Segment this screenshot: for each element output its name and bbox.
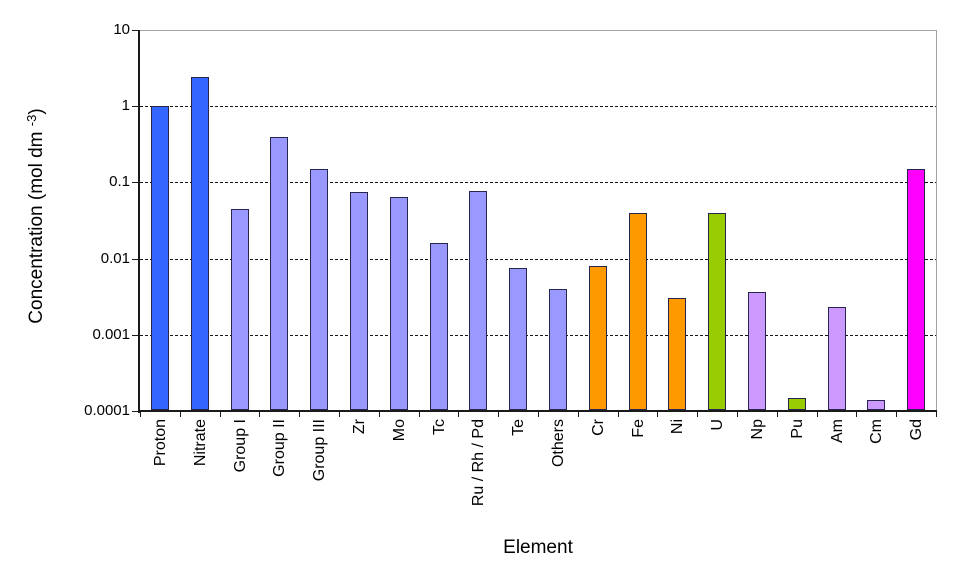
bar-te bbox=[509, 268, 528, 410]
x-category-label: Np bbox=[748, 419, 766, 440]
x-category-label: Am bbox=[828, 419, 846, 443]
x-category-label: Ru / Rh / Pd bbox=[470, 419, 488, 507]
bar-np bbox=[747, 291, 766, 410]
x-category-label: Gd bbox=[908, 419, 926, 441]
x-tick bbox=[896, 412, 897, 417]
bar-ni bbox=[668, 298, 687, 410]
x-tick bbox=[498, 412, 499, 417]
x-tick bbox=[697, 412, 698, 417]
gridline-1 bbox=[140, 106, 936, 107]
x-tick bbox=[856, 412, 857, 417]
plot-frame-right bbox=[936, 30, 937, 413]
bar-mo bbox=[389, 196, 408, 410]
y-tick bbox=[132, 106, 138, 107]
x-category-label: Te bbox=[510, 419, 528, 436]
x-tick bbox=[220, 412, 221, 417]
x-category-label: Cr bbox=[589, 419, 607, 436]
x-tick bbox=[379, 412, 380, 417]
y-tick bbox=[132, 335, 138, 336]
y-tick bbox=[132, 30, 138, 31]
bar-group-iii bbox=[310, 169, 329, 410]
bar-others bbox=[548, 288, 567, 410]
bar-fe bbox=[628, 212, 647, 410]
x-tick bbox=[180, 412, 181, 417]
y-tick bbox=[132, 411, 138, 412]
x-tick bbox=[419, 412, 420, 417]
y-tick-label: 0.1 bbox=[109, 173, 130, 190]
x-category-label: Group III bbox=[311, 419, 329, 482]
y-tick-label: 0.0001 bbox=[84, 402, 130, 419]
x-category-label: Mo bbox=[390, 419, 408, 442]
bar-ru-rh-pd bbox=[469, 190, 488, 410]
bar-cm bbox=[867, 399, 886, 410]
x-category-label: U bbox=[709, 419, 727, 431]
bar-pu bbox=[787, 397, 806, 410]
x-category-label: Cm bbox=[868, 419, 886, 444]
x-tick bbox=[578, 412, 579, 417]
bar-u bbox=[708, 212, 727, 410]
x-tick bbox=[339, 412, 340, 417]
bar-proton bbox=[150, 106, 169, 410]
y-axis-line bbox=[138, 30, 140, 413]
x-category-label: Proton bbox=[151, 419, 169, 467]
x-tick bbox=[936, 412, 937, 417]
x-category-label: Others bbox=[549, 419, 567, 468]
x-tick bbox=[618, 412, 619, 417]
x-category-label: Fe bbox=[629, 419, 647, 438]
bar-zr bbox=[349, 191, 368, 410]
y-tick-label: 10 bbox=[113, 21, 130, 38]
y-tick-label: 1 bbox=[121, 97, 130, 114]
x-category-label: Zr bbox=[350, 419, 368, 435]
gridline-0.01 bbox=[140, 259, 936, 260]
x-axis-title: Element bbox=[503, 537, 573, 558]
bar-am bbox=[827, 307, 846, 410]
x-tick bbox=[299, 412, 300, 417]
x-tick bbox=[737, 412, 738, 417]
bar-group-ii bbox=[270, 136, 289, 410]
x-category-label: Group II bbox=[271, 419, 289, 477]
plot-frame-top bbox=[140, 30, 937, 31]
bar-nitrate bbox=[190, 77, 209, 410]
x-tick bbox=[259, 412, 260, 417]
x-category-label: Pu bbox=[788, 419, 806, 439]
x-tick bbox=[817, 412, 818, 417]
bar-tc bbox=[429, 243, 448, 410]
x-category-label: Tc bbox=[430, 419, 448, 435]
bar-cr bbox=[588, 266, 607, 410]
x-tick bbox=[458, 412, 459, 417]
x-tick bbox=[657, 412, 658, 417]
bar-gd bbox=[907, 169, 926, 410]
x-category-label: Nitrate bbox=[191, 419, 209, 467]
bar-group-i bbox=[230, 208, 249, 410]
y-axis-title-text: Concentration (mol dm bbox=[26, 126, 47, 324]
x-tick bbox=[777, 412, 778, 417]
x-category-label: Ni bbox=[669, 419, 687, 435]
y-tick bbox=[132, 182, 138, 183]
gridline-0.001 bbox=[140, 335, 936, 336]
x-axis-line bbox=[138, 410, 937, 412]
y-tick bbox=[132, 259, 138, 260]
y-axis-title-superscript: -3 bbox=[24, 114, 39, 127]
x-tick bbox=[538, 412, 539, 417]
gridline-0.1 bbox=[140, 182, 936, 183]
x-tick bbox=[140, 412, 141, 417]
y-tick-label: 0.01 bbox=[100, 250, 130, 267]
y-tick-label: 0.001 bbox=[92, 326, 130, 343]
x-category-label: Group I bbox=[231, 419, 249, 473]
y-axis-title: Concentration (mol dm -3) bbox=[24, 96, 48, 336]
